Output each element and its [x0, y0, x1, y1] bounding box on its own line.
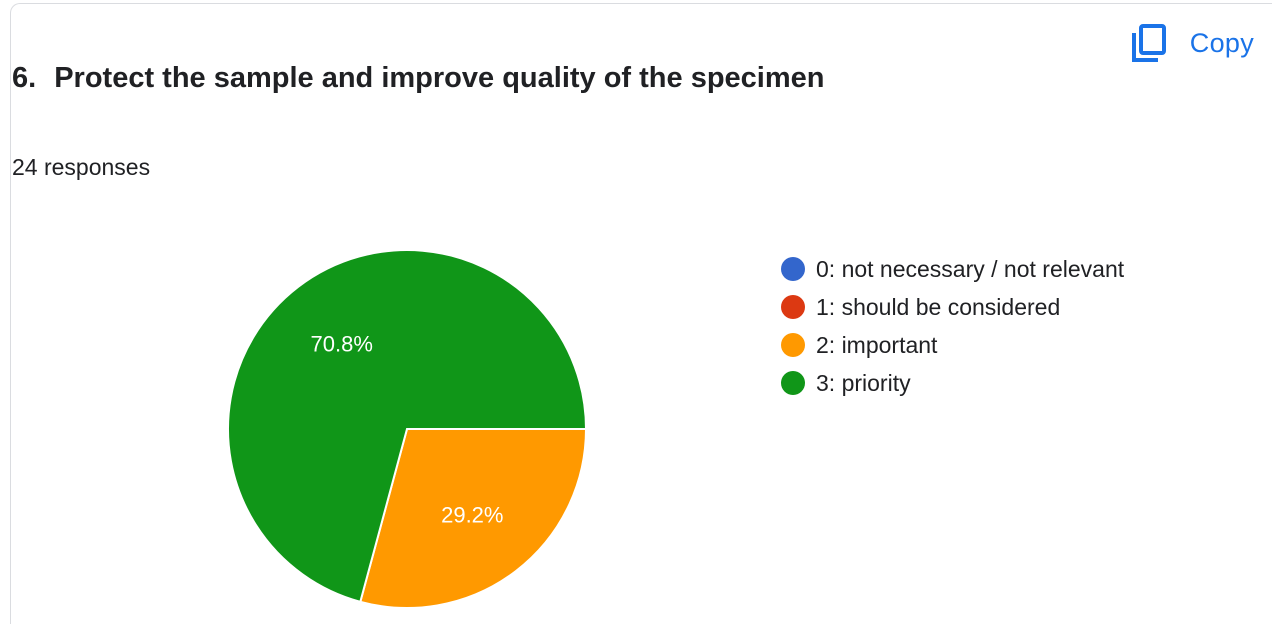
question-card: Copy 6. Protect the sample and improve qu… [10, 3, 1272, 624]
copy-label: Copy [1189, 27, 1254, 58]
legend-swatch [781, 333, 805, 357]
question-number: 6. [12, 62, 37, 94]
copy-button[interactable]: Copy [1131, 24, 1254, 62]
legend-label: 0: not necessary / not relevant [816, 255, 1125, 282]
legend-item: 3: priority [781, 364, 1124, 402]
question-text: Protect the sample and improve quality o… [54, 62, 825, 94]
slice-label: 70.8% [311, 332, 373, 357]
responses-count: 24 responses [12, 154, 151, 180]
legend-label: 1: should be considered [816, 293, 1061, 320]
slice-label: 29.2% [441, 502, 503, 527]
legend-label: 3: priority [816, 369, 911, 396]
legend-item: 2: important [781, 326, 1124, 364]
pie-slice[interactable] [227, 249, 588, 604]
pie-slice[interactable] [359, 428, 588, 609]
legend-item: 0: not necessary / not relevant [781, 250, 1124, 288]
legend-swatch [781, 295, 805, 319]
chart-legend: 0: not necessary / not relevant 1: should… [781, 250, 1124, 402]
copy-icon [1131, 24, 1166, 62]
legend-swatch [781, 257, 805, 281]
legend-label: 2: important [816, 331, 938, 358]
legend-item: 1: should be considered [781, 288, 1124, 326]
question-title: 6. Protect the sample and improve quality… [12, 62, 825, 95]
legend-swatch [781, 371, 805, 395]
